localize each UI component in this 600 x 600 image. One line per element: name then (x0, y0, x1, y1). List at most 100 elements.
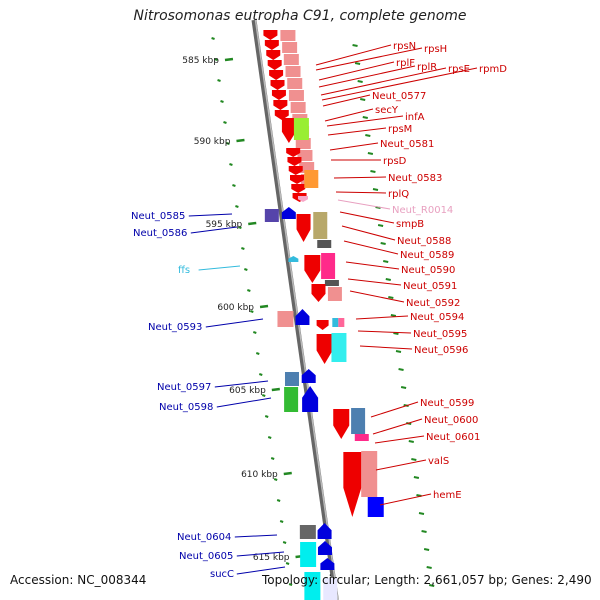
gene-cog-box (290, 102, 306, 113)
gene-label-rpse: rpsE (448, 64, 470, 75)
tick-dash (223, 121, 227, 124)
label-leader-line (374, 435, 425, 444)
gene-label-neut_0592: Neut_0592 (406, 298, 460, 309)
kbp-tick-label: 585 kbp (182, 56, 219, 66)
label-leader-line (345, 261, 400, 270)
label-leader-line (329, 142, 379, 151)
tick-dash (400, 386, 407, 389)
label-leader-line (324, 108, 374, 122)
gene-label-neut_0594: Neut_0594 (410, 312, 464, 323)
forward-gene-arrow (270, 80, 285, 90)
tick-dash (380, 242, 386, 245)
gene-label-rpmd: rpmD (479, 64, 507, 75)
tick-dash (270, 457, 275, 460)
gene-label-neut_0600: Neut_0600 (424, 415, 478, 426)
tick-dash (383, 260, 389, 263)
label-leader-line (320, 67, 447, 96)
label-leader-line (370, 401, 419, 418)
tick-dash (252, 331, 257, 334)
forward-gene-arrow (296, 214, 311, 242)
tick-dash (365, 134, 371, 137)
kbp-tick-label: 605 kbp (229, 386, 266, 396)
tick-dash (214, 58, 218, 61)
forward-gene-arrow (316, 320, 329, 330)
reverse-gene-arrow (317, 541, 332, 555)
gene-label-neut_0590: Neut_0590 (401, 265, 455, 276)
label-leader-line (234, 534, 278, 538)
gene-cog-box (282, 42, 298, 53)
tick-dash (282, 541, 287, 544)
label-leader-line (343, 240, 399, 255)
tick-dash (372, 188, 379, 191)
tick-dash (362, 116, 368, 119)
tick-dash (367, 152, 374, 155)
forward-gene-arrow (343, 452, 362, 517)
gene-cog-box (331, 333, 347, 362)
gene-label-rplr: rplR (417, 62, 437, 73)
rna-gene-marker (297, 196, 308, 202)
forward-gene-arrow (311, 284, 326, 302)
tick-dash (273, 478, 278, 481)
tick-dash (354, 62, 361, 65)
forward-gene-arrow (264, 40, 279, 50)
kbp-tick-mark (271, 387, 280, 392)
gene-label-rpsh: rpsH (424, 44, 447, 55)
gene-cog-box (284, 387, 299, 412)
gene-cog-box (361, 451, 378, 497)
label-leader-line (318, 65, 416, 88)
tick-dash (393, 332, 399, 335)
genome-summary-text: Topology: circular; Length: 2,661,057 bp… (262, 573, 592, 587)
tick-dash (279, 520, 284, 523)
label-leader-line (322, 94, 371, 107)
tick-dash (235, 205, 239, 208)
gene-label-neut_0577: Neut_0577 (372, 91, 426, 102)
forward-gene-arrow (263, 30, 278, 40)
tick-dash (421, 530, 427, 533)
gene-label-heme: hemE (433, 490, 462, 501)
label-leader-line (372, 418, 423, 435)
forward-gene-arrow (291, 184, 306, 193)
tick-dash (385, 278, 391, 281)
gene-label-secy: secY (375, 105, 399, 116)
gene-label-neut_0604: Neut_0604 (177, 532, 231, 543)
tick-dash (264, 415, 269, 418)
gene-label-rplf: rplF (396, 58, 415, 69)
reverse-gene-arrow (295, 309, 310, 325)
forward-gene-arrow (271, 90, 286, 100)
label-leader-line (318, 61, 395, 81)
reverse-gene-arrow (302, 386, 319, 412)
tick-dash (375, 206, 381, 209)
forward-gene-arrow (281, 118, 296, 143)
label-leader-line (236, 566, 286, 575)
label-leader-line (216, 397, 272, 408)
tick-dash (288, 583, 293, 586)
gene-label-neut_0596: Neut_0596 (414, 345, 468, 356)
tick-dash (229, 163, 233, 166)
gene-cog-box (297, 150, 313, 161)
tick-dash (413, 476, 420, 479)
label-leader-line (337, 199, 391, 210)
reverse-gene-arrow (301, 369, 316, 383)
trna-gene-marker (288, 256, 299, 262)
gene-cog-box (323, 578, 338, 600)
label-leader-line (327, 127, 387, 136)
forward-gene-arrow (287, 157, 302, 166)
tick-dash (398, 368, 404, 371)
tick-dash (357, 80, 363, 83)
gene-label-rplq: rplQ (388, 189, 409, 200)
genome-backbone (251, 19, 339, 600)
forward-gene-arrow (290, 175, 305, 184)
accession-text: Accession: NC_008344 (10, 573, 147, 587)
forward-gene-arrow (316, 334, 333, 364)
tick-dash (247, 289, 251, 292)
gene-label-neut_0597: Neut_0597 (157, 382, 211, 393)
gene-cog-box (264, 209, 279, 222)
forward-gene-arrow (273, 100, 288, 110)
tick-dash (377, 224, 384, 227)
tick-dash (360, 98, 366, 101)
gene-cog-box (287, 78, 303, 89)
gene-cog-box (351, 408, 366, 434)
forward-gene-arrow (274, 110, 289, 120)
tick-dash (211, 37, 215, 40)
